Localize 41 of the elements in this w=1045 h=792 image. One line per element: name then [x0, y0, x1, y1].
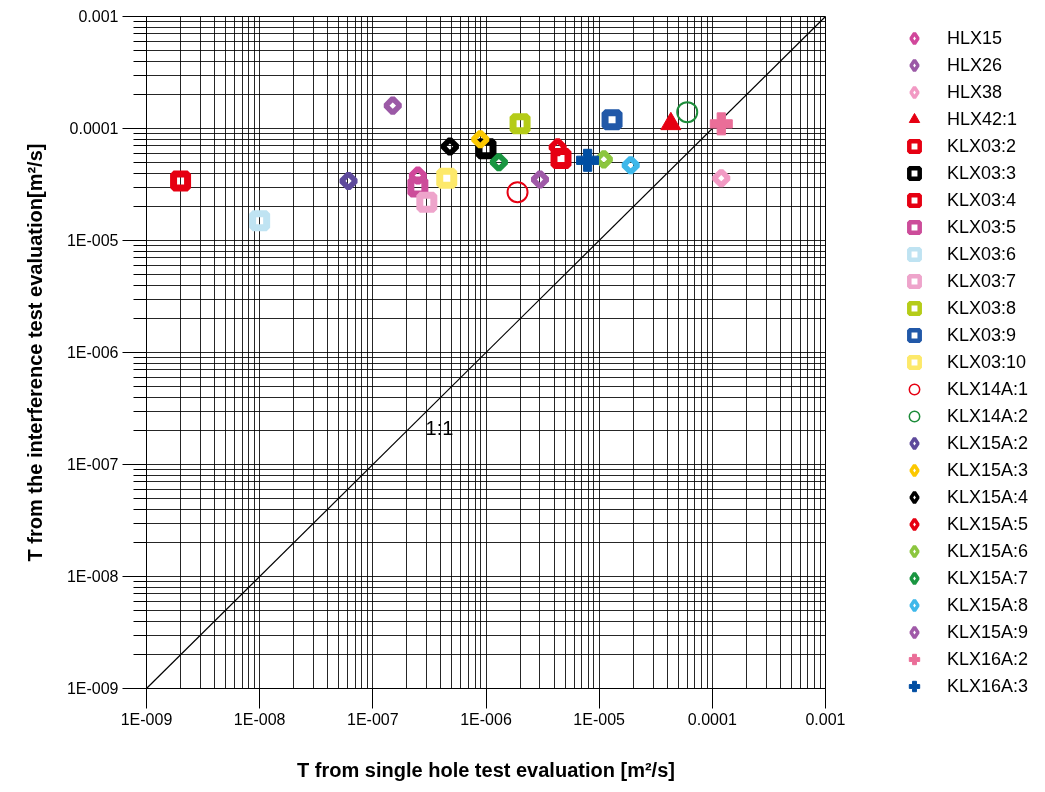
y-tick-label: 1E-007 — [66, 456, 119, 473]
x-tick-label: 1E-007 — [347, 710, 399, 728]
legend-label: KLX15A:4 — [947, 486, 1029, 508]
legend-label: HLX15 — [947, 27, 1003, 49]
x-tick-label: 1E-006 — [460, 710, 512, 728]
x-axis-title: T from single hole test evaluation [m²/s] — [297, 758, 675, 781]
legend-label: KLX14A:2 — [947, 405, 1029, 427]
legend-label: HLX26 — [947, 54, 1003, 76]
legend-label: HLX38 — [947, 81, 1003, 103]
legend-label: KLX03:5 — [947, 216, 1017, 238]
legend-label: KLX03:4 — [947, 189, 1017, 211]
legend-label: KLX03:9 — [947, 324, 1017, 346]
legend-label: KLX15A:3 — [947, 459, 1029, 481]
legend-label: KLX03:2 — [947, 135, 1017, 157]
legend-label: KLX15A:6 — [947, 540, 1029, 562]
legend-label: KLX15A:9 — [947, 621, 1029, 643]
y-tick-label: 1E-008 — [66, 568, 119, 585]
legend-label: HLX42:1 — [947, 108, 1018, 130]
x-tick-label: 1E-008 — [233, 710, 286, 728]
legend-label: KLX16A:2 — [947, 648, 1029, 670]
legend-label: KLX03:8 — [947, 297, 1017, 319]
legend-label: KLX03:7 — [947, 270, 1017, 292]
legend-label: KLX03:3 — [947, 162, 1017, 184]
legend-label: KLX03:10 — [947, 351, 1027, 373]
y-tick-label: 0.001 — [78, 8, 119, 25]
y-tick-label: 0.0001 — [69, 120, 119, 137]
legend-label: KLX15A:2 — [947, 432, 1029, 454]
y-tick-label: 1E-009 — [66, 680, 119, 697]
legend-label: KLX14A:1 — [947, 378, 1029, 400]
y-axis-title: T from the interference test evaluation[m²/s] — [23, 143, 46, 562]
y-tick-label: 1E-006 — [66, 344, 119, 361]
y-tick-label: 1E-005 — [66, 232, 119, 249]
x-tick-label: 1E-005 — [573, 710, 626, 728]
x-tick-label: 0.0001 — [687, 710, 737, 728]
legend-label: KLX16A:3 — [947, 675, 1029, 697]
x-tick-label: 0.001 — [805, 710, 846, 728]
x-tick-label: 1E-009 — [120, 710, 173, 728]
legend-label: KLX15A:7 — [947, 567, 1029, 589]
legend-label: KLX03:6 — [947, 243, 1017, 265]
legend-label: KLX15A:8 — [947, 594, 1029, 616]
legend-label: KLX15A:5 — [947, 513, 1029, 535]
